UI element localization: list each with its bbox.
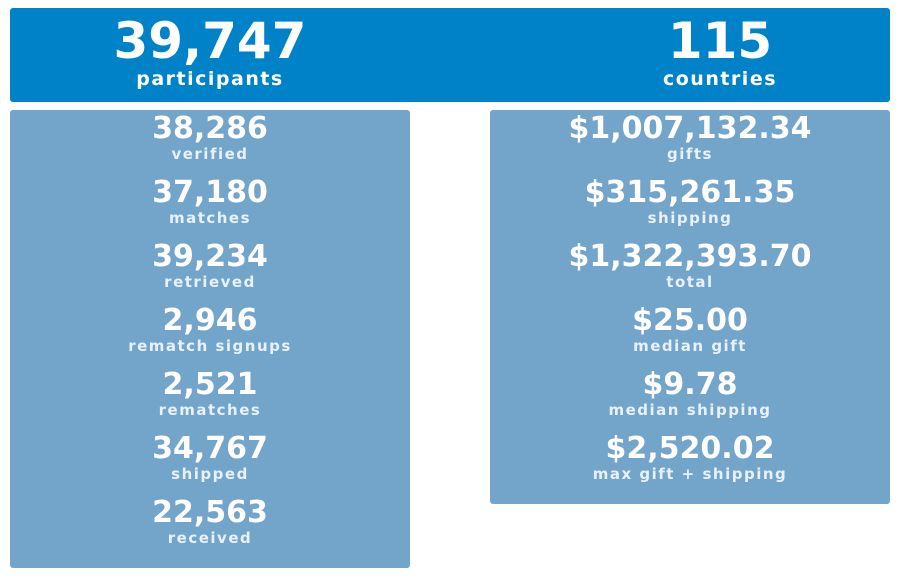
stat-rematches: 2,521 rematches [10, 366, 410, 430]
stat-value: 22,563 [152, 495, 268, 530]
stat-value: $2,520.02 [605, 431, 775, 466]
stat-value: $9.78 [642, 367, 738, 402]
countries-stat: 115 countries [520, 8, 920, 89]
stat-label: shipped [171, 465, 249, 483]
stat-shipping: $315,261.35 shipping [490, 174, 890, 238]
stat-label: retrieved [164, 273, 256, 291]
participation-stats-panel: 38,286 verified 37,180 matches 39,234 re… [10, 110, 410, 568]
stat-value: 38,286 [152, 111, 268, 146]
stat-value: 39,234 [152, 239, 268, 274]
stat-label: median gift [633, 337, 747, 355]
stat-label: median shipping [608, 401, 772, 419]
countries-value: 115 [667, 12, 773, 70]
stat-gifts: $1,007,132.34 gifts [490, 110, 890, 174]
stat-label: matches [168, 209, 252, 227]
stat-label: rematches [158, 401, 262, 419]
stat-label: shipping [647, 209, 733, 227]
participants-stat: 39,747 participants [10, 8, 410, 89]
stat-value: $1,322,393.70 [568, 239, 812, 274]
stat-label: rematch signups [128, 337, 292, 355]
stat-retrieved: 39,234 retrieved [10, 238, 410, 302]
stat-value: 34,767 [152, 431, 268, 466]
summary-banner: 39,747 participants 115 countries [10, 8, 890, 102]
stat-value: $25.00 [632, 303, 748, 338]
stat-verified: 38,286 verified [10, 110, 410, 174]
stat-rematch-signups: 2,946 rematch signups [10, 302, 410, 366]
stat-median-gift: $25.00 median gift [490, 302, 890, 366]
stat-value: 2,946 [162, 303, 258, 338]
stat-label: gifts [666, 145, 713, 163]
stat-label: max gift + shipping [592, 465, 788, 483]
stat-max-gift-shipping: $2,520.02 max gift + shipping [490, 430, 890, 494]
stat-median-shipping: $9.78 median shipping [490, 366, 890, 430]
stat-value: $315,261.35 [584, 175, 796, 210]
stat-matches: 37,180 matches [10, 174, 410, 238]
stat-label: received [167, 529, 253, 547]
stat-label: total [666, 273, 714, 291]
stat-shipped: 34,767 shipped [10, 430, 410, 494]
stat-value: $1,007,132.34 [568, 111, 812, 146]
financial-stats-panel: $1,007,132.34 gifts $315,261.35 shipping… [490, 110, 890, 504]
participants-label: participants [136, 68, 284, 90]
stat-label: verified [171, 145, 249, 163]
countries-label: countries [662, 68, 778, 90]
stat-value: 37,180 [152, 175, 268, 210]
cropped-top-text-content: · · · · [372, 0, 406, 5]
cropped-top-text: · · · · [0, 0, 923, 8]
participants-value: 39,747 [113, 12, 307, 70]
stat-received: 22,563 received [10, 494, 410, 558]
stat-total: $1,322,393.70 total [490, 238, 890, 302]
stat-value: 2,521 [162, 367, 258, 402]
